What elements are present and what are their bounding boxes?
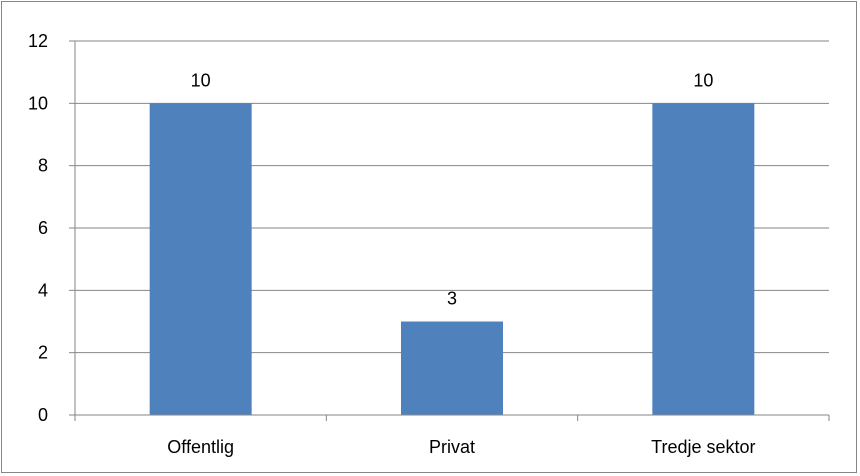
bar — [149, 103, 252, 415]
x-tick-label: Offentlig — [167, 437, 234, 457]
bar — [401, 321, 503, 415]
data-label: 3 — [447, 289, 457, 309]
y-tick-label: 2 — [38, 343, 48, 363]
bars — [149, 103, 755, 415]
data-label: 10 — [191, 70, 211, 90]
y-tick-labels: 0 2 4 6 8 10 12 — [28, 31, 48, 425]
y-tick-label: 6 — [38, 218, 48, 238]
data-label: 10 — [693, 70, 713, 90]
data-labels: 10 3 10 — [191, 70, 714, 308]
y-tick-label: 0 — [38, 405, 48, 425]
y-tick-label: 8 — [38, 156, 48, 176]
x-tick-label: Tredje sektor — [651, 437, 755, 457]
x-tick-labels: Offentlig Privat Tredje sektor — [167, 437, 755, 457]
axes — [69, 40, 830, 421]
y-tick-label: 12 — [28, 31, 48, 51]
y-tick-label: 4 — [38, 280, 48, 300]
bar — [652, 103, 755, 415]
y-tick-label: 10 — [28, 93, 48, 113]
x-tick-label: Privat — [429, 437, 475, 457]
